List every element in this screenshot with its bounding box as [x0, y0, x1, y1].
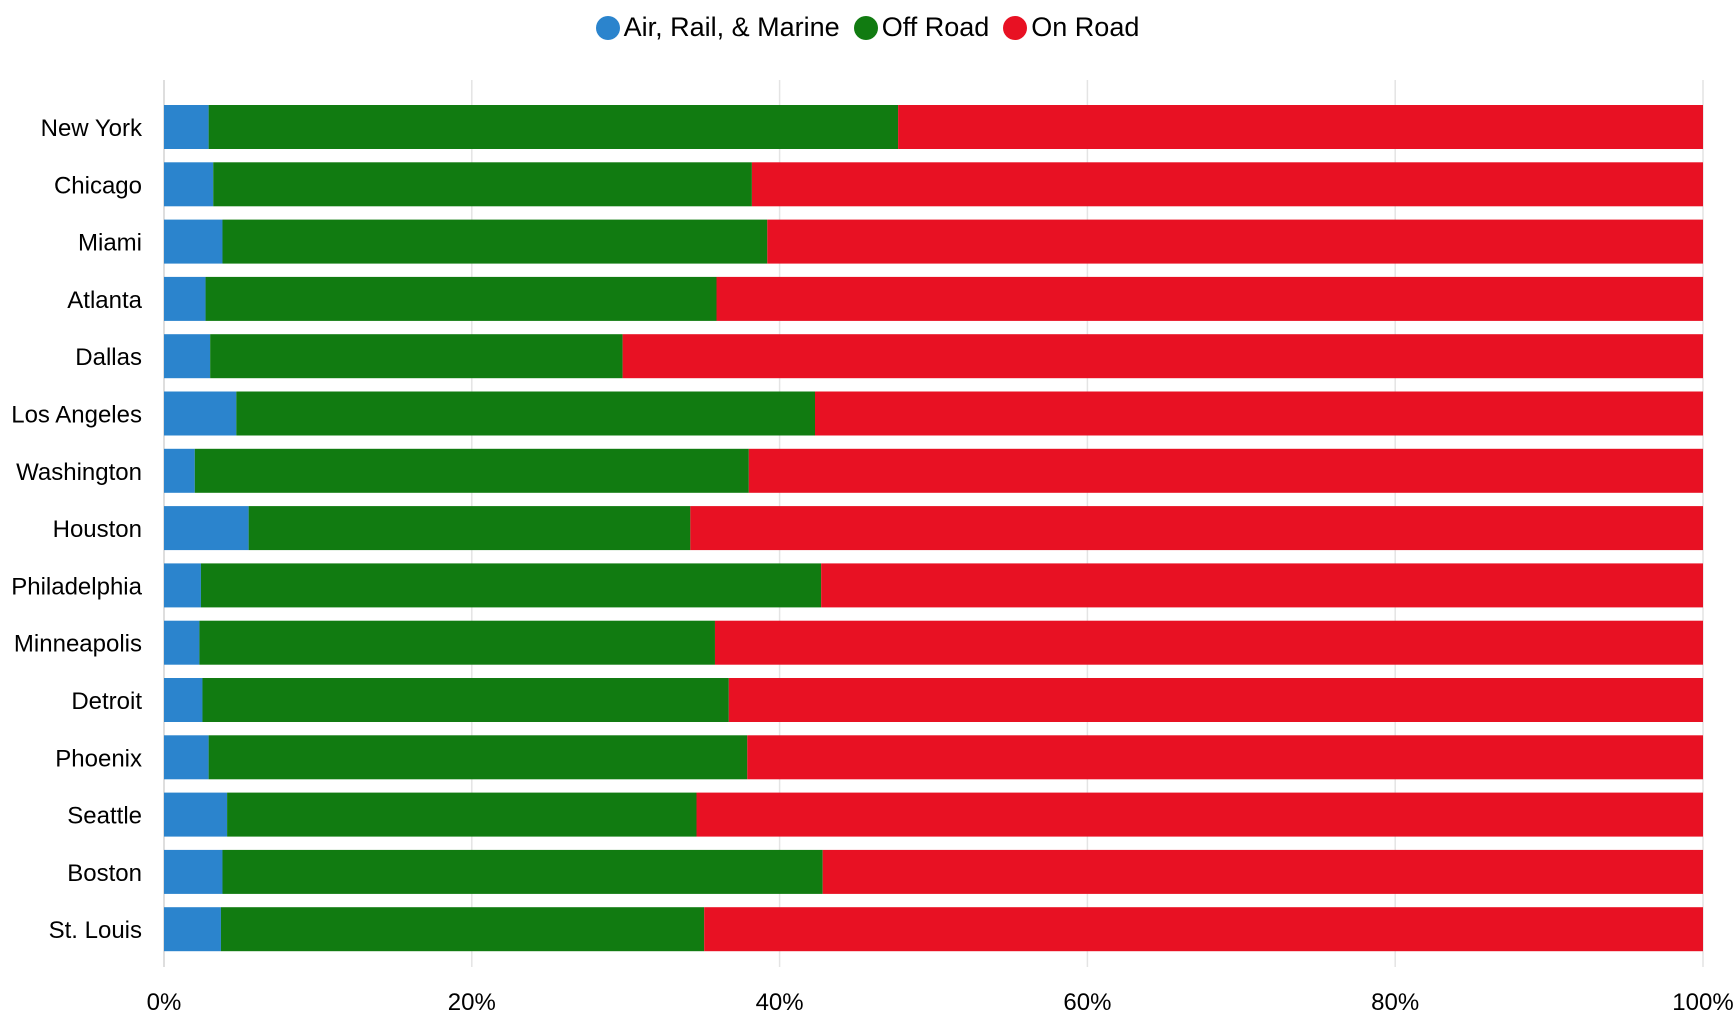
legend-item-air-rail-marine[interactable]: Air, Rail, & Marine	[595, 12, 840, 43]
chart-legend: Air, Rail, & Marine Off Road On Road	[0, 12, 1735, 43]
bar-washington-on-road[interactable]	[748, 448, 1703, 493]
bar-miami-air-rail-marine[interactable]	[164, 219, 223, 264]
bar-dallas-on-road[interactable]	[622, 334, 1703, 379]
bar-phoenix-on-road[interactable]	[747, 735, 1703, 780]
category-label-new-york: New York	[41, 115, 143, 142]
bar-miami-on-road[interactable]	[767, 219, 1703, 264]
legend-marker-on-road	[1003, 15, 1028, 40]
category-label-boston: Boston	[67, 860, 142, 887]
bar-chicago-on-road[interactable]	[751, 162, 1703, 207]
category-label-miami: Miami	[78, 230, 142, 257]
bar-atlanta-off-road[interactable]	[205, 276, 717, 321]
bar-seattle-on-road[interactable]	[696, 792, 1703, 837]
bar-minneapolis-off-road[interactable]	[199, 620, 715, 665]
x-tick-label-3: 60%	[1063, 989, 1111, 1016]
bar-phoenix-air-rail-marine[interactable]	[164, 735, 209, 780]
category-label-washington: Washington	[16, 459, 142, 486]
bar-houston-air-rail-marine[interactable]	[164, 506, 249, 551]
bar-minneapolis-air-rail-marine[interactable]	[164, 620, 200, 665]
bar-dallas-off-road[interactable]	[210, 334, 623, 379]
bar-detroit-air-rail-marine[interactable]	[164, 678, 203, 722]
bar-washington-air-rail-marine[interactable]	[164, 448, 195, 493]
bar-seattle-off-road[interactable]	[227, 792, 697, 837]
bar-phoenix-off-road[interactable]	[208, 735, 748, 780]
x-tick-labels: 0% 20% 40% 60% 80% 100%	[147, 989, 1734, 1016]
bar-seattle-air-rail-marine[interactable]	[164, 792, 228, 837]
bar-los-angeles-off-road[interactable]	[236, 391, 815, 436]
category-label-seattle: Seattle	[67, 803, 142, 830]
bar-st-louis-on-road[interactable]	[704, 907, 1703, 952]
bar-boston-on-road[interactable]	[822, 849, 1703, 894]
bar-washington-off-road[interactable]	[194, 448, 749, 493]
bar-boston-air-rail-marine[interactable]	[164, 849, 223, 894]
bars	[164, 105, 1703, 952]
category-label-minneapolis: Minneapolis	[14, 631, 142, 658]
bar-atlanta-air-rail-marine[interactable]	[164, 276, 206, 321]
legend-item-on-road[interactable]: On Road	[1003, 12, 1139, 43]
bar-los-angeles-air-rail-marine[interactable]	[164, 391, 237, 436]
category-label-chicago: Chicago	[54, 172, 142, 199]
x-tick-label-0: 0%	[147, 989, 182, 1016]
bar-new-york-on-road[interactable]	[898, 105, 1703, 149]
bar-minneapolis-on-road[interactable]	[714, 620, 1703, 665]
x-tick-label-2: 40%	[756, 989, 804, 1016]
bar-houston-on-road[interactable]	[690, 506, 1703, 551]
category-label-atlanta: Atlanta	[67, 287, 142, 314]
bar-st-louis-air-rail-marine[interactable]	[164, 907, 221, 952]
x-tick-label-5: 100%	[1672, 989, 1733, 1016]
bar-los-angeles-on-road[interactable]	[814, 391, 1703, 436]
bar-st-louis-off-road[interactable]	[220, 907, 705, 952]
bar-detroit-off-road[interactable]	[202, 678, 729, 722]
bar-detroit-on-road[interactable]	[728, 678, 1703, 722]
legend-label-air-rail-marine: Air, Rail, & Marine	[623, 12, 840, 42]
bar-atlanta-on-road[interactable]	[716, 276, 1703, 321]
bar-philadelphia-on-road[interactable]	[821, 563, 1703, 608]
category-label-los-angeles: Los Angeles	[11, 402, 142, 429]
legend-marker-air-rail-marine	[595, 15, 620, 40]
category-label-phoenix: Phoenix	[55, 745, 142, 772]
bar-new-york-off-road[interactable]	[208, 105, 899, 149]
legend-marker-off-road	[853, 15, 878, 40]
bar-new-york-air-rail-marine[interactable]	[164, 105, 209, 149]
legend-label-off-road: Off Road	[881, 12, 990, 42]
category-labels: New York Chicago Miami Atlanta Dallas Los Ang…	[11, 115, 143, 944]
x-tick-label-4: 80%	[1371, 989, 1419, 1016]
legend-label-on-road: On Road	[1031, 12, 1140, 42]
bar-philadelphia-air-rail-marine[interactable]	[164, 563, 201, 608]
bar-dallas-air-rail-marine[interactable]	[164, 334, 211, 379]
category-label-dallas: Dallas	[75, 344, 142, 371]
bar-miami-off-road[interactable]	[222, 219, 768, 264]
bar-boston-off-road[interactable]	[222, 849, 823, 894]
category-label-houston: Houston	[53, 516, 142, 543]
bar-houston-off-road[interactable]	[248, 506, 691, 551]
bar-chicago-air-rail-marine[interactable]	[164, 162, 214, 207]
x-tick-label-1: 20%	[448, 989, 496, 1016]
category-label-philadelphia: Philadelphia	[11, 573, 142, 600]
bar-philadelphia-off-road[interactable]	[200, 563, 822, 608]
bar-chicago-off-road[interactable]	[213, 162, 752, 207]
category-label-st-louis: St. Louis	[49, 917, 142, 944]
legend-item-off-road[interactable]: Off Road	[853, 12, 990, 43]
category-label-detroit: Detroit	[71, 688, 142, 715]
